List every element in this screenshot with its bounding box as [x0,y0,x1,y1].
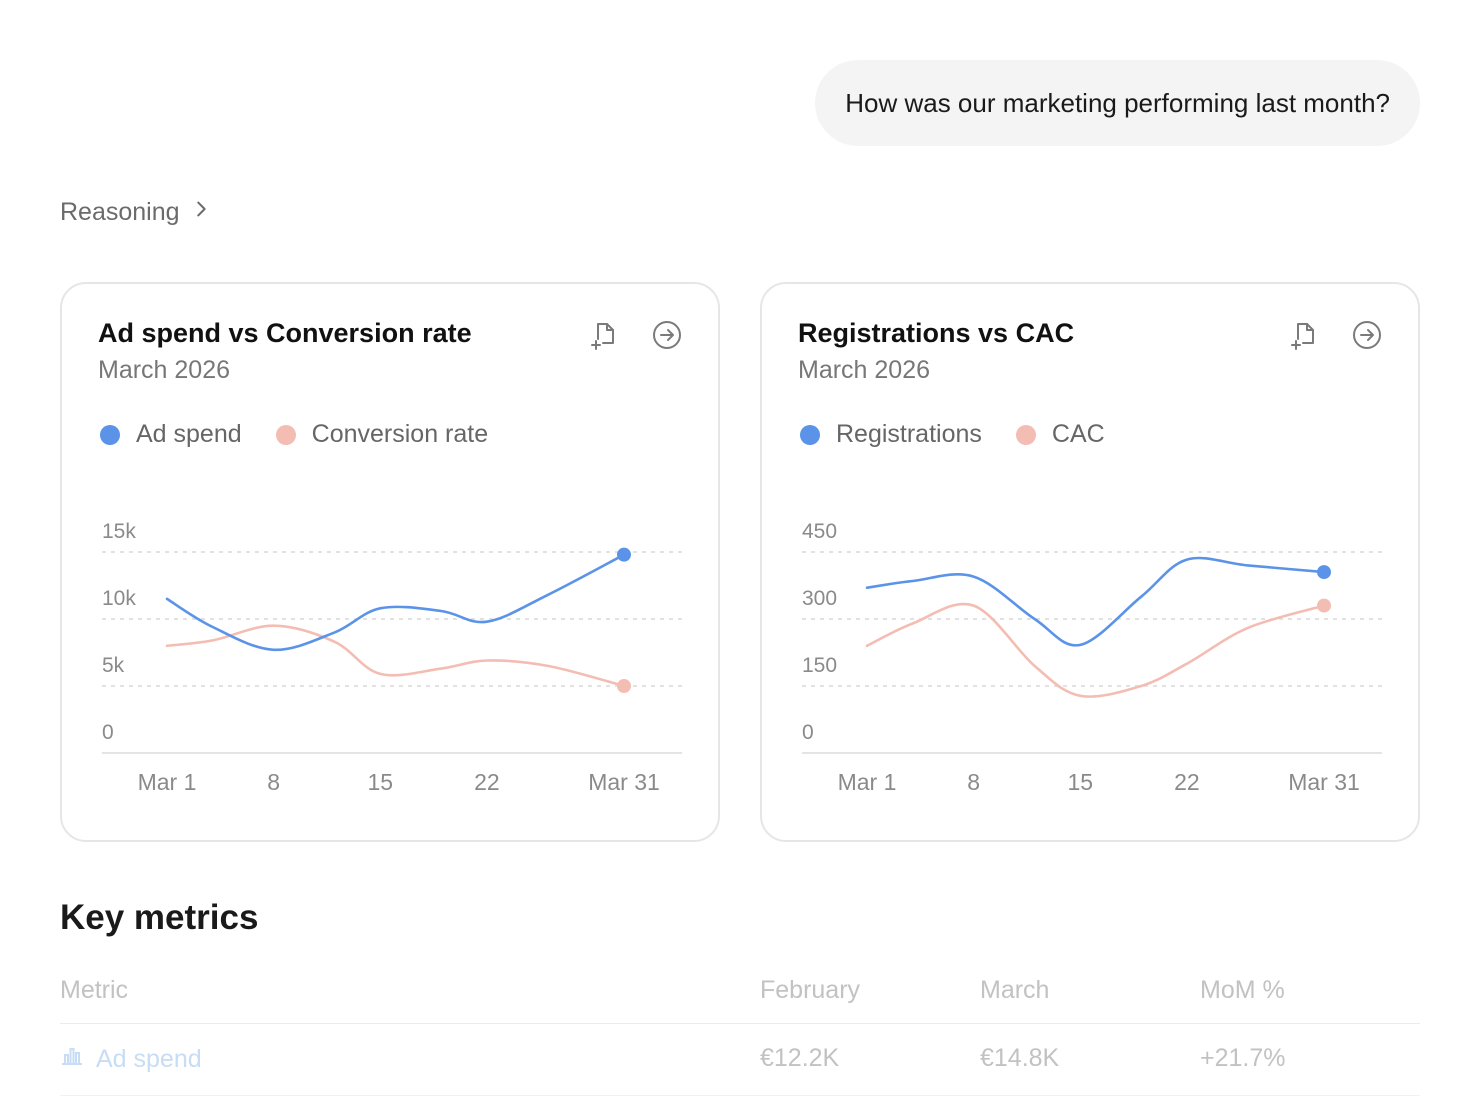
chart-card-registrations: Registrations vs CAC March 2026 Registra… [760,282,1420,842]
user-message-bubble: How was our marketing performing last mo… [815,60,1420,146]
legend-item-ad-spend[interactable]: Ad spend [100,420,242,449]
x-tick-label: 15 [367,769,393,795]
legend-item-conversion-rate[interactable]: Conversion rate [275,420,489,449]
column-header-february[interactable]: February [760,976,861,1004]
march-value: €14.8K [980,1044,1060,1072]
column-header-march[interactable]: March [980,976,1050,1004]
y-tick-label: 15k [102,520,136,543]
open-arrow-icon[interactable] [650,318,684,352]
column-header-mom[interactable]: MoM % [1200,976,1285,1004]
card-actions [586,318,684,352]
table-row[interactable]: Ad spend €12.2K €14.8K +21.7% [60,1036,1420,1096]
legend-label: Conversion rate [311,420,489,448]
x-tick-label: Mar 31 [1288,769,1360,795]
reasoning-label: Reasoning [60,198,180,226]
legend-label: Ad spend [136,420,242,448]
card-actions [1286,318,1384,352]
february-value: €12.2K [760,1044,840,1072]
chevron-right-icon [190,198,212,227]
series-line-ad-spend[interactable] [165,553,626,652]
legend-label: Registrations [836,420,982,448]
add-to-document-icon[interactable] [1286,318,1320,352]
reasoning-toggle[interactable]: Reasoning [60,198,212,227]
x-tick-label: Mar 1 [138,769,197,795]
legend-item-registrations[interactable]: Registrations [800,420,982,449]
x-tick-label: 22 [1174,769,1200,795]
y-tick-label: 10k [102,587,136,610]
column-header-metric[interactable]: Metric [60,976,129,1004]
x-tick-label: 8 [267,769,280,795]
series-line-cac[interactable] [865,602,1326,698]
chart-legend: Ad spend Conversion rate [100,420,488,449]
legend-item-cac[interactable]: CAC [1015,420,1105,449]
series-line-conversion-rate[interactable] [165,624,626,688]
y-tick-label: 450 [802,520,837,543]
series-end-point[interactable] [1317,565,1331,580]
y-tick-label: 5k [102,654,125,677]
y-tick-label: 300 [802,587,837,610]
x-tick-label: Mar 31 [588,769,660,795]
card-subtitle: March 2026 [98,356,231,384]
x-tick-label: Mar 1 [838,769,897,795]
y-tick-label: 0 [802,721,814,744]
series-line-registrations[interactable] [865,556,1326,647]
card-subtitle: March 2026 [798,356,931,384]
key-metrics-title: Key metrics [60,898,259,937]
series-end-point[interactable] [617,679,631,693]
card-title: Ad spend vs Conversion rate [98,318,472,348]
legend-dot [275,424,296,445]
user-message-text: How was our marketing performing last mo… [845,87,1390,118]
y-tick-label: 0 [102,721,114,744]
card-title: Registrations vs CAC [798,318,1075,348]
x-tick-label: 8 [967,769,980,795]
legend-dot [1015,424,1036,445]
legend-dot [100,424,120,445]
chart-card-ad-spend: Ad spend vs Conversion rate March 2026 A… [60,282,720,842]
chart-legend: Registrations CAC [800,420,1105,449]
x-tick-label: 22 [474,769,500,795]
add-to-document-icon[interactable] [586,318,620,352]
bar-chart-icon [60,1044,84,1075]
legend-label: CAC [1051,420,1105,448]
line-chart-ad-spend: 0 5k 10k 15k Mar 1 8 15 22 Mar 31 [102,520,682,795]
x-tick-label: 15 [1067,769,1093,795]
legend-dot [800,424,820,445]
open-arrow-icon[interactable] [1350,318,1384,352]
metric-cell: Ad spend [60,1044,202,1075]
series-end-point[interactable] [1317,598,1331,613]
metric-name: Ad spend [96,1045,202,1073]
line-chart-registrations: 0 150 300 450 Mar 1 8 15 22 Mar 31 [802,520,1382,795]
metrics-table-header: Metric February March MoM % [60,972,1420,1024]
mom-value: +21.7% [1200,1044,1286,1072]
y-tick-label: 150 [802,654,837,677]
series-end-point[interactable] [617,547,631,562]
